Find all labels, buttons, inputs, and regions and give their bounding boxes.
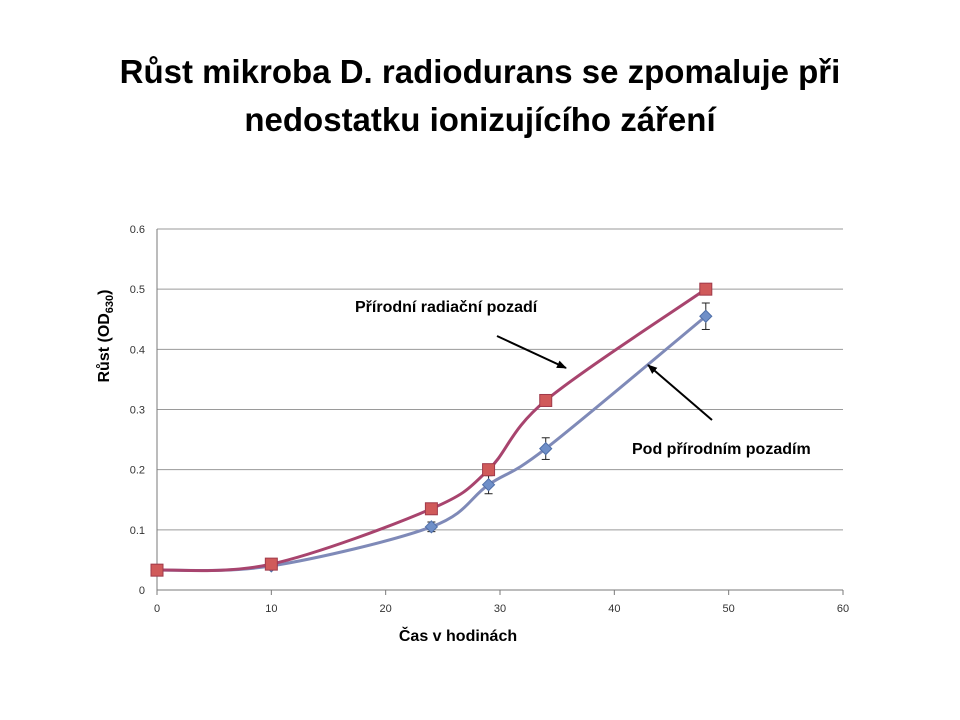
annotation-arrow-natural <box>496 335 567 369</box>
y-tick-label: 0.2 <box>130 465 145 477</box>
y-tick-label: 0.3 <box>130 405 145 417</box>
y-tick-label: 0.1 <box>130 525 145 537</box>
data-point-square <box>539 393 553 407</box>
annotation-below-background: Pod přírodním pozadím <box>632 441 811 458</box>
y-axis-label-main: Růst (OD <box>96 313 113 382</box>
slide-title-line-1: Růst mikroba D. radiodurans se zpomaluje… <box>119 53 841 90</box>
y-axis-label: Růst (OD630) <box>96 289 116 382</box>
data-point-square <box>424 502 438 516</box>
x-tick-label: 0 <box>154 603 160 615</box>
x-tick-label: 20 <box>380 603 392 615</box>
data-point-diamond <box>481 478 496 492</box>
x-tick-label: 60 <box>837 603 849 615</box>
y-axis-label-subscript: 630 <box>104 295 116 313</box>
annotation-arrow-below <box>647 364 713 421</box>
y-tick-labels: 0 0.1 0.2 0.3 0.4 0.5 0.6 <box>130 224 145 597</box>
x-tick-label: 10 <box>265 603 277 615</box>
data-point-diamond <box>699 309 713 323</box>
series-group <box>150 282 713 577</box>
x-tick-label: 50 <box>723 603 735 615</box>
slide-title-line-2: nedostatku ionizujícího záření <box>244 101 716 138</box>
annotation-natural-background: Přírodní radiační pozadí <box>355 299 538 316</box>
series-line-0 <box>156 287 707 573</box>
x-tick-label: 30 <box>494 603 506 615</box>
y-axis-label-close: ) <box>96 289 113 294</box>
x-tick-labels: 0 10 20 30 40 50 60 <box>154 603 849 615</box>
data-point-square <box>699 282 713 296</box>
gridlines <box>157 228 843 531</box>
y-tick-label: 0.5 <box>130 284 145 296</box>
data-point-square <box>482 463 496 477</box>
data-point-square <box>150 563 164 577</box>
axes <box>156 229 844 595</box>
x-tick-label: 40 <box>608 603 620 615</box>
x-axis-label: Čas v hodinách <box>399 626 517 645</box>
y-tick-label: 0.6 <box>130 224 145 236</box>
data-point-square <box>264 557 278 571</box>
y-tick-label: 0.4 <box>130 344 145 356</box>
data-point-diamond <box>539 441 553 456</box>
data-point-diamond <box>424 520 439 534</box>
y-tick-label: 0 <box>139 585 145 597</box>
slide-title: Růst mikroba D. radiodurans se zpomaluje… <box>40 48 920 144</box>
